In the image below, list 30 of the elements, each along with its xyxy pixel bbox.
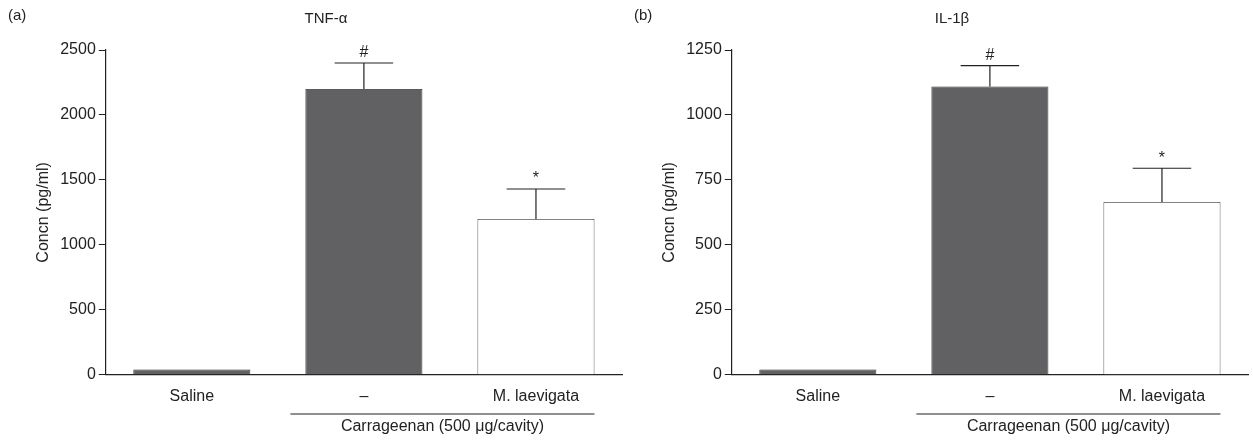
y-axis-title: Concn (pg/ml) [660,162,678,263]
annotation: # [985,46,995,63]
y-tick-label: 500 [69,300,96,318]
x-tick-label: – [359,386,369,404]
x-tick-label: – [985,386,995,404]
text: (b) [634,5,653,23]
y-tick-label: 1000 [60,235,96,253]
annotation: # [359,43,369,61]
y-tick-label: 2000 [60,105,96,123]
y-tick-label: 0 [86,365,96,383]
annotation: * [1158,148,1166,166]
y-tick-label: 1500 [60,170,96,188]
y-tick-label: 250 [695,300,722,318]
y-tick-label: 0 [712,365,722,383]
x-tick-label: M. laevigata [492,386,580,404]
y-tick-label: 500 [695,235,722,253]
y-tick-label: 2500 [60,40,96,58]
y-tick-label: 750 [695,170,722,188]
chart-title: IL-1β [934,9,970,27]
text: Carrageenan (500 μg/cavity) [340,417,544,435]
y-axis-title: Concn (pg/ml) [34,162,52,263]
annotation: * [532,169,540,187]
text: Carrageenan (500 μg/cavity) [966,417,1170,435]
y-tick-label: 1000 [686,105,722,123]
y-tick-label: 1250 [686,40,722,58]
text: (a) [8,5,27,23]
x-tick-label: Saline [169,386,215,404]
chart-title: TNF-α [304,9,348,27]
x-tick-label: M. laevigata [1118,386,1206,404]
x-tick-label: Saline [795,386,841,404]
